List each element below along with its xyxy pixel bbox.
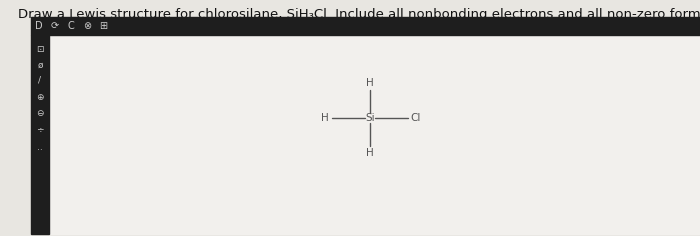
Text: Draw a Lewis structure for chlorosilane, SiH₃Cl. Include all nonbonding electron: Draw a Lewis structure for chlorosilane,… [18, 8, 700, 21]
Text: H: H [366, 148, 374, 158]
Text: /: / [38, 76, 41, 84]
Bar [49, 35, 700, 234]
Text: ⊡: ⊡ [36, 46, 43, 55]
Text: ø: ø [37, 60, 43, 69]
Bar [31, 17, 700, 35]
Text: ⊕: ⊕ [36, 93, 43, 101]
Text: ÷: ÷ [36, 126, 44, 135]
Text: ..: .. [37, 143, 43, 152]
Text: D: D [35, 21, 43, 31]
Text: ⊞: ⊞ [99, 21, 107, 31]
Text: ⊖: ⊖ [36, 109, 43, 118]
Text: Cl: Cl [411, 113, 421, 123]
Text: ⊗: ⊗ [83, 21, 91, 31]
Text: Si: Si [365, 113, 375, 123]
Text: H: H [321, 113, 329, 123]
Text: H: H [366, 78, 374, 88]
Bar [31, 35, 49, 234]
Text: C: C [68, 21, 74, 31]
Text: ⟳: ⟳ [51, 21, 59, 31]
